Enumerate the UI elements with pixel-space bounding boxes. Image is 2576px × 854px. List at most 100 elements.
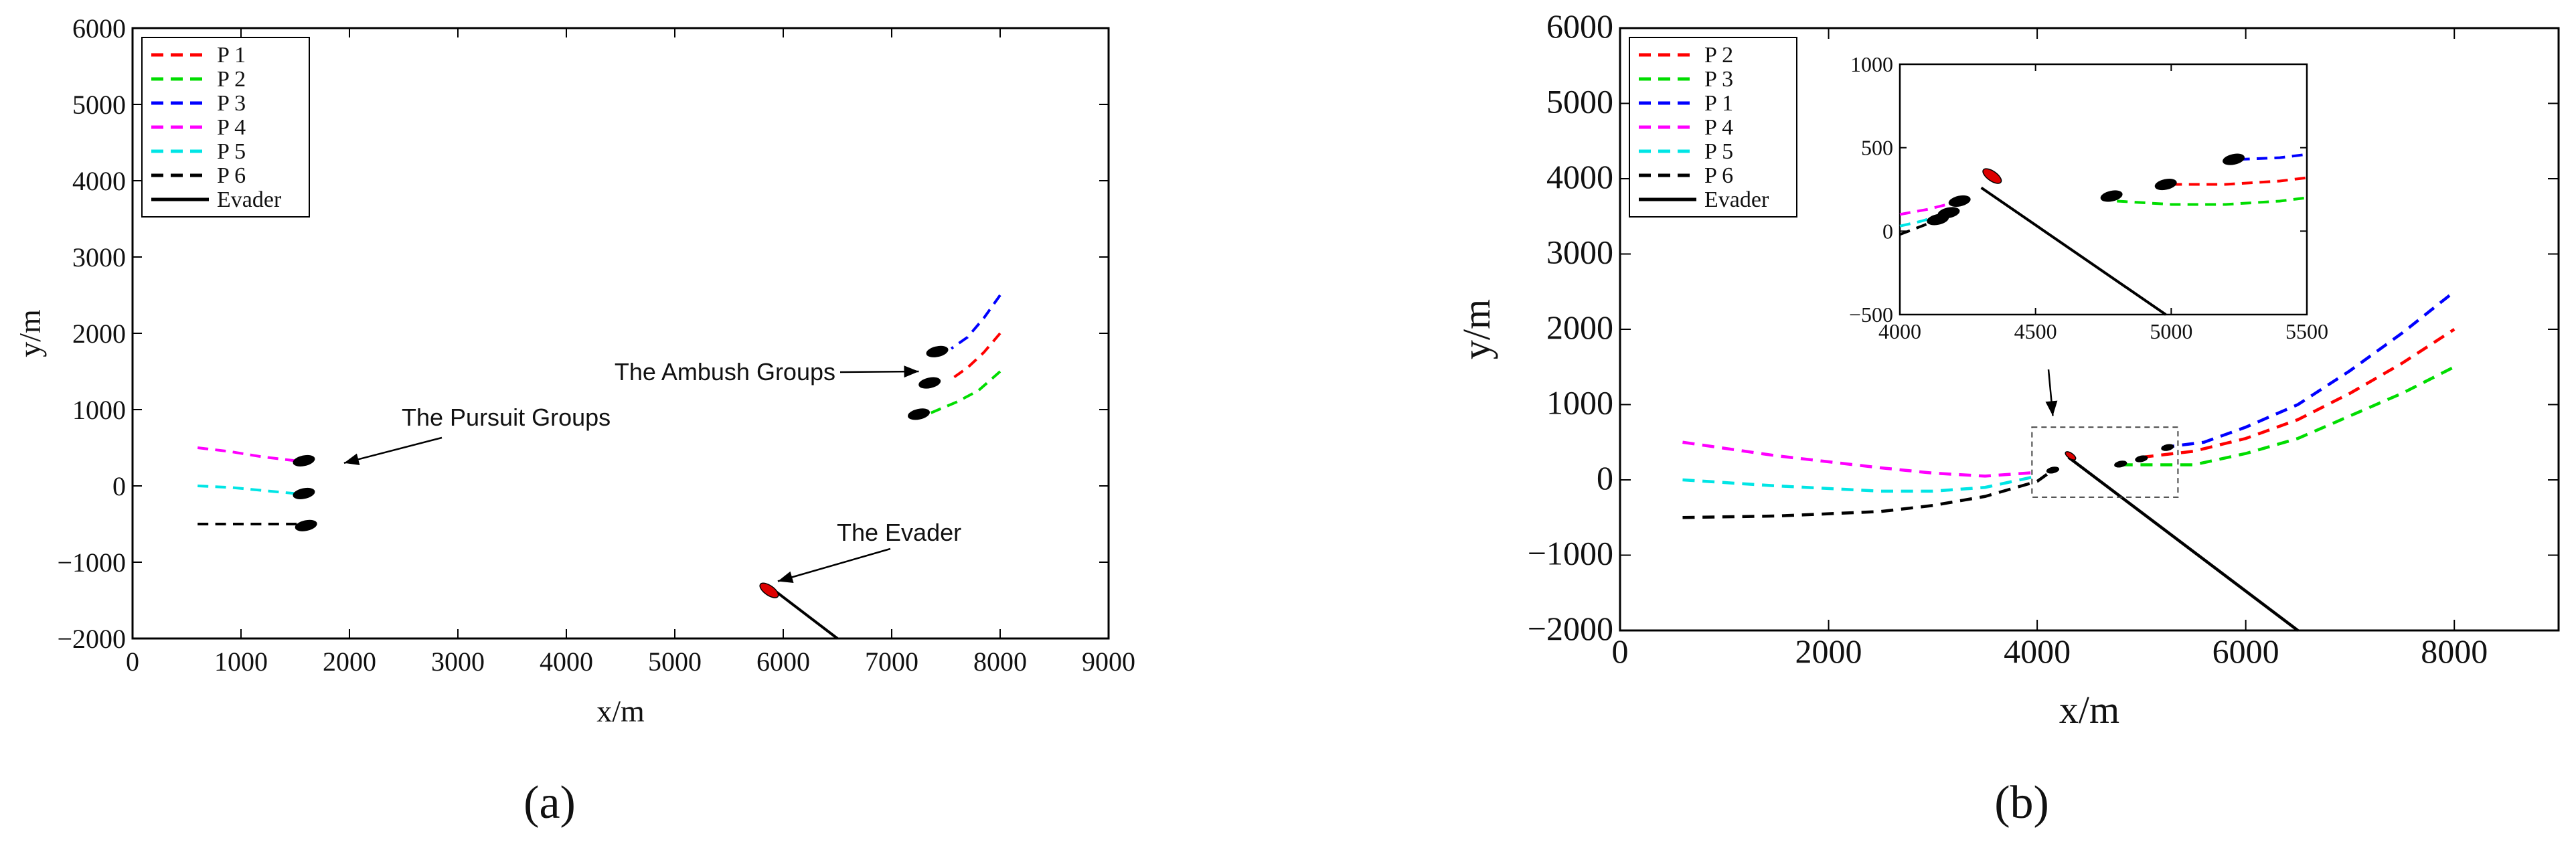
- panel-b-series-p6: [1682, 468, 2054, 519]
- panel-b-ytick-label: −1000: [1528, 535, 1613, 572]
- panel-b-inset-series-p2: [2171, 176, 2308, 186]
- panel-b-xlabel: x/m: [2059, 688, 2119, 732]
- panel-a-ytick-label: −2000: [57, 624, 126, 654]
- panel-a-xlabel: x/m: [596, 694, 645, 728]
- panel-b-legend-label: P 1: [1704, 91, 1733, 116]
- panel-a-series-p1: [950, 332, 1001, 381]
- panel-label-b: (b): [1994, 777, 2049, 829]
- panel-b-xtick-label: 4000: [2004, 632, 2071, 670]
- panel-a-xtick-label: 7000: [865, 647, 918, 677]
- panel-b-inset-pursuer-marker: [1948, 195, 1971, 207]
- panel-a-xtick-label: 3000: [431, 647, 485, 677]
- panel-a-pursuer-marker: [908, 408, 930, 420]
- panel-a-annotation-arrow-line: [777, 547, 891, 582]
- panel-b-series-p5: [1682, 475, 2038, 493]
- panel-b-pursuer-marker: [2046, 466, 2060, 474]
- panel-a-legend-label: Evader: [217, 187, 282, 212]
- panel-label-a: (a): [524, 777, 576, 829]
- panel-b-series-p2: [2141, 328, 2456, 459]
- panel-a-annotation-arrow-head: [777, 571, 794, 584]
- panel-b-inset-pursuer-marker: [2100, 190, 2123, 202]
- panel-b-zoom-box: [2031, 369, 2179, 498]
- panel-b-inset-series-p1: [2239, 153, 2308, 161]
- panel-b-zoom-rect: [2031, 426, 2179, 498]
- panel-a-legend-label: P 4: [217, 115, 246, 140]
- panel-a-annotation-arrow-head: [343, 453, 360, 466]
- panel-a-markers: [293, 345, 949, 598]
- panel-b-evader-marker: [2065, 451, 2077, 460]
- panel-a-legend-label: P 3: [217, 91, 246, 116]
- panel-b-axes: 0 2000 4000 6000 8000 −2000 −1000 0 1000 2000 3000…: [1528, 7, 2559, 670]
- panel-a-pursuer-marker: [295, 519, 317, 531]
- panel-a-ytick-label: 6000: [72, 13, 126, 44]
- panel-b-inset-xtick-label: 4000: [1878, 319, 1921, 343]
- panel-a-xtick-label: 2000: [323, 647, 376, 677]
- panel-a-axes: 0 1000 2000 3000 4000 5000 6000 7000 8000 9000 −20…: [57, 13, 1135, 677]
- panel-a-xtick-label: 4000: [540, 647, 593, 677]
- panel-b-inset-evader-marker: [1982, 168, 2002, 184]
- panel-b-series-p4: [1682, 440, 2038, 478]
- panel-b-ytick-label: 5000: [1546, 83, 1613, 120]
- panel-a-legend-label: P 1: [217, 43, 246, 68]
- panel-b-xtick-label: 0: [1612, 632, 1629, 670]
- panel-a-pursuer-marker: [293, 487, 315, 499]
- panel-a-xtick-label: 5000: [648, 647, 702, 677]
- panel-a-ytick-label: 0: [112, 471, 126, 501]
- panel-a-series-p3: [950, 294, 1001, 350]
- panel-a-annotation-arrow-head: [904, 365, 919, 378]
- panel-b-ytick-label: 6000: [1546, 7, 1613, 45]
- panel-a-xtick-label: 6000: [756, 647, 810, 677]
- panel-b-inset-series: [1899, 153, 2308, 316]
- panel-b-inset-pursuer-marker: [2223, 153, 2245, 165]
- panel-b-markers: [2046, 444, 2174, 474]
- panel-a-ytick-label: 5000: [72, 90, 126, 120]
- panel-b-inset-series-p4: [1899, 201, 1955, 216]
- panel-b-series-p3: [2120, 365, 2456, 466]
- panel-b-ytick-label: 2000: [1546, 309, 1613, 346]
- panel-a-xtick-label: 9000: [1082, 647, 1135, 677]
- panel-b-ytick-label: −2000: [1528, 610, 1613, 647]
- panel-b-inset-area: [1899, 63, 2308, 316]
- panel-a-chart: 0 1000 2000 3000 4000 5000 6000 7000 8000 9000 −20…: [13, 13, 1135, 728]
- panel-b-zoom-arrow-head: [2045, 400, 2058, 416]
- panel-a-xtick-label: 1000: [214, 647, 268, 677]
- panel-a-legend-label: P 6: [217, 163, 246, 188]
- panel-b-inset-xtick-label: 4500: [2014, 319, 2057, 343]
- panel-b-inset-ytick-label: 500: [1861, 136, 1893, 160]
- panel-b-ytick-label: 1000: [1546, 384, 1613, 422]
- panel-a-pursuer-marker: [926, 345, 949, 357]
- panel-b-pursuer-marker: [2114, 460, 2127, 468]
- panel-b-legend-label: P 6: [1704, 163, 1733, 188]
- panel-a-legend-label: P 5: [217, 139, 246, 164]
- panel-a-ytick-label: 2000: [72, 319, 126, 349]
- panel-b-series-p1: [2162, 290, 2456, 449]
- panel-a-pursuer-marker: [918, 377, 941, 389]
- panel-a-legend-label: P 2: [217, 67, 246, 92]
- panel-a-ytick-label: 1000: [72, 395, 126, 425]
- panel-b-legend-label: P 3: [1704, 67, 1733, 92]
- panel-b-series-evader: [2067, 456, 2299, 632]
- panel-b-inset-ytick-label: −500: [1849, 303, 1893, 327]
- panel-b-chart: 0 2000 4000 6000 8000 −2000 −1000 0 1000 2000 3000…: [1455, 7, 2560, 732]
- panel-b-xtick-label: 6000: [2212, 632, 2279, 670]
- panel-b-inset-pursuer-marker: [2154, 178, 2177, 191]
- panel-a-series-p2: [929, 370, 1001, 415]
- panel-b-inset: 4000 4500 5000 5500 −500 0 500 1000: [1849, 52, 2328, 343]
- panel-a-ytick-label: 4000: [72, 166, 126, 196]
- panel-a-annotation-text: The Evader: [837, 519, 961, 546]
- panel-a-series-evader: [771, 588, 839, 640]
- panel-b-pursuer-marker: [2161, 444, 2174, 451]
- panel-b-ytick-label: 3000: [1546, 234, 1613, 271]
- panel-b-ytick-label: 4000: [1546, 158, 1613, 195]
- panel-b-inset-series-evader: [1980, 186, 2167, 316]
- panel-b-legend-label: Evader: [1704, 187, 1769, 212]
- panel-a-annotation-text: The Pursuit Groups: [402, 404, 611, 431]
- panel-b-inset-xtick-label: 5500: [2285, 319, 2328, 343]
- panel-b-xtick-label: 8000: [2421, 632, 2488, 670]
- panel-a-legend-box: [141, 37, 310, 218]
- panel-b-ytick-label: 0: [1597, 459, 1613, 497]
